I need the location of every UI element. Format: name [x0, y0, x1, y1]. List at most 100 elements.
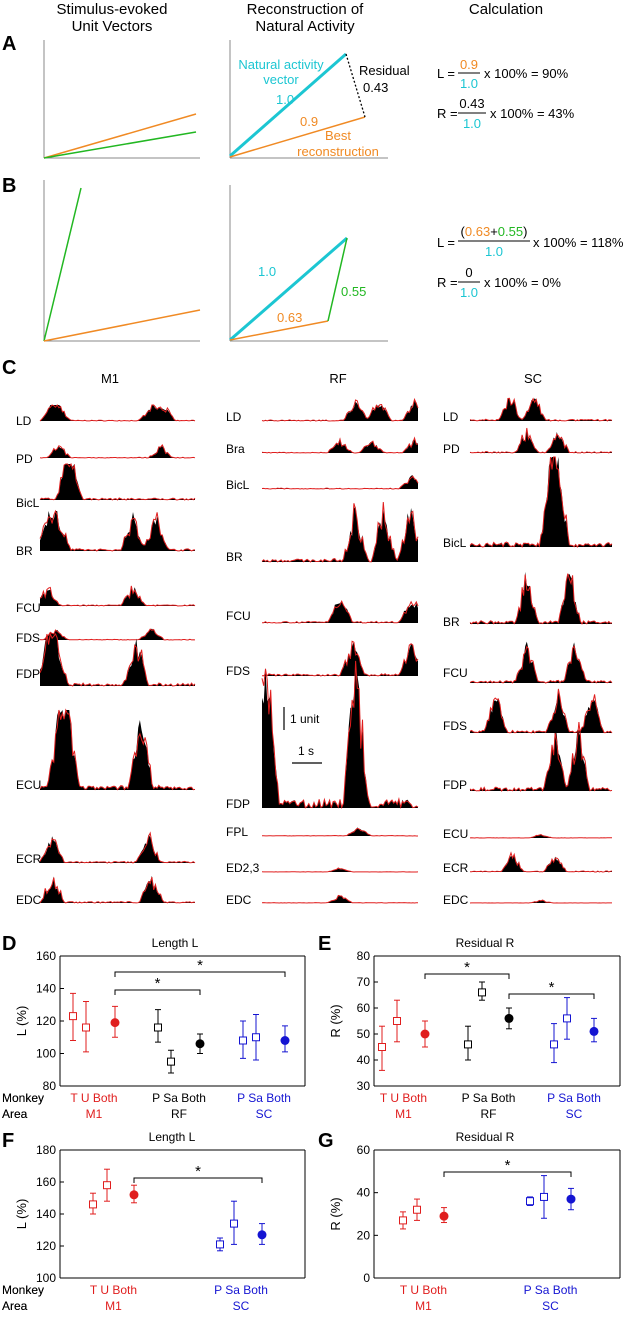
- b-l-suffix: x 100% = 118%: [533, 235, 624, 250]
- emg-trace-natural: [40, 464, 195, 500]
- emg-trace-reconstruction: [39, 585, 196, 607]
- a-l-prefix: L =: [437, 66, 455, 81]
- emg-trace-reconstruction: [261, 436, 419, 454]
- sc-label-fcu: FCU: [443, 666, 468, 680]
- data-point-open: [563, 1014, 571, 1023]
- rf-label-ld: LD: [226, 410, 242, 424]
- emg-trace-reconstruction: [469, 456, 613, 548]
- sc-label-ecr: ECR: [443, 861, 469, 875]
- panel-a-label: A: [2, 33, 16, 55]
- panel-g: G Residual R 0 20 40 60 R (%) Monkey Area T U B…: [2, 1130, 621, 1313]
- m1-label-pd: PD: [16, 452, 33, 466]
- header-unit-vectors-line1: Stimulus-evoked: [57, 1, 168, 18]
- group-letters: T U Both: [400, 1283, 447, 1297]
- b-green-component: [327, 237, 348, 322]
- significance-bracket: [443, 1171, 572, 1177]
- emg-trace-natural: [470, 641, 612, 683]
- b-l-denominator: 1.0: [485, 244, 503, 259]
- emg-trace-reconstruction: [39, 876, 196, 904]
- rf-label-fpl: FPL: [226, 825, 248, 839]
- sc-label-bicl: BicL: [443, 536, 467, 550]
- group-area: SC: [542, 1299, 559, 1313]
- significance-star: *: [505, 1157, 511, 1174]
- data-point-open: [69, 1012, 77, 1021]
- emg-trace-reconstruction: [39, 628, 196, 641]
- header-unit-vectors-line2: Unit Vectors: [72, 18, 153, 35]
- emg-trace-natural: [262, 653, 418, 808]
- emg-trace-natural: [40, 511, 195, 551]
- panel-e-label: E: [318, 933, 331, 955]
- group-letters: P Sa Both: [524, 1283, 578, 1297]
- emg-trace-reconstruction: [469, 688, 613, 734]
- panel-g-label: G: [318, 1130, 334, 1152]
- y-tick-label: 120: [36, 1014, 56, 1028]
- emg-trace-reconstruction: [39, 632, 196, 687]
- emg-trace-natural: [470, 457, 612, 547]
- y-tick-label: 20: [357, 1228, 371, 1242]
- significance-bracket: [114, 989, 201, 995]
- y-tick-label: 160: [36, 949, 56, 963]
- m1-label-ld: LD: [16, 414, 32, 428]
- panel-d-label: D: [2, 933, 16, 955]
- row-label-monkey: Monkey: [2, 1091, 44, 1105]
- panel-b-label: B: [2, 175, 16, 197]
- group-letters: T U Both: [380, 1091, 427, 1105]
- group-area: RF: [171, 1107, 187, 1121]
- rf-label-edc: EDC: [226, 893, 252, 907]
- data-point-open: [464, 1040, 472, 1049]
- m1-label-fds: FDS: [16, 631, 40, 645]
- emg-trace-reconstruction: [469, 834, 612, 839]
- b-cyan-value: 1.0: [258, 264, 276, 279]
- emg-trace-reconstruction: [469, 573, 613, 625]
- emg-trace-reconstruction: [469, 427, 613, 454]
- y-tick-label: 120: [36, 1239, 56, 1253]
- data-point-open: [82, 1023, 90, 1032]
- b-orange-value: 0.63: [277, 310, 302, 325]
- emg-trace-reconstruction: [39, 404, 196, 422]
- emg-trace-reconstruction: [469, 644, 613, 684]
- emg-trace-natural: [262, 868, 418, 872]
- a-best-label-2: reconstruction: [297, 144, 379, 159]
- data-point-open: [230, 1219, 238, 1228]
- y-tick-label: 160: [36, 1175, 56, 1189]
- data-point-open: [540, 1192, 548, 1201]
- data-point-filled: [195, 1039, 205, 1049]
- group-area: M1: [395, 1107, 412, 1121]
- a-l-suffix: x 100% = 90%: [484, 66, 569, 81]
- emg-trace-natural: [470, 834, 612, 838]
- group-area: M1: [86, 1107, 103, 1121]
- data-point-filled: [504, 1013, 514, 1023]
- panel-e: E Residual R 30 40 50 60 70 80 R (%) Monkey Area…: [2, 933, 621, 1121]
- group-area: SC: [566, 1107, 583, 1121]
- emg-trace-natural: [40, 628, 195, 640]
- emg-trace-natural: [470, 900, 612, 903]
- col-title-m1: M1: [101, 371, 119, 386]
- m1-label-edc: EDC: [16, 893, 42, 907]
- a-r-suffix: x 100% = 43%: [490, 106, 575, 121]
- emg-trace-reconstruction: [261, 660, 419, 810]
- emg-trace-natural: [262, 506, 418, 562]
- data-point-open: [413, 1205, 421, 1214]
- group-area: SC: [233, 1299, 250, 1313]
- y-axis-label: R (%): [328, 1004, 343, 1037]
- scale-time-label: 1 s: [298, 744, 314, 758]
- a-orange-unit-vector: [43, 113, 197, 159]
- emg-trace-natural: [40, 834, 195, 863]
- data-point-filled: [439, 1211, 449, 1221]
- y-tick-label: 50: [357, 1027, 371, 1041]
- emg-trace-reconstruction: [261, 475, 419, 490]
- b-natural-activity-vector: [229, 236, 348, 342]
- emg-trace-natural: [262, 400, 418, 421]
- y-axis-label: L (%): [14, 1199, 29, 1230]
- y-tick-label: 180: [36, 1143, 56, 1157]
- sc-label-ld: LD: [443, 410, 459, 424]
- panel-c: C M1 RF SC LD PD BicL BR FCU FDS FDP ECU…: [2, 357, 613, 907]
- panel-f-title: Length L: [149, 1130, 196, 1144]
- a-natural-label-2: vector: [263, 72, 299, 87]
- rf-label-fds: FDS: [226, 664, 250, 678]
- data-point-open: [89, 1200, 97, 1209]
- emg-trace-natural: [262, 475, 418, 489]
- a-l-denominator: 1.0: [460, 76, 478, 91]
- emg-trace-natural: [262, 600, 418, 623]
- m1-label-fdp: FDP: [16, 667, 40, 681]
